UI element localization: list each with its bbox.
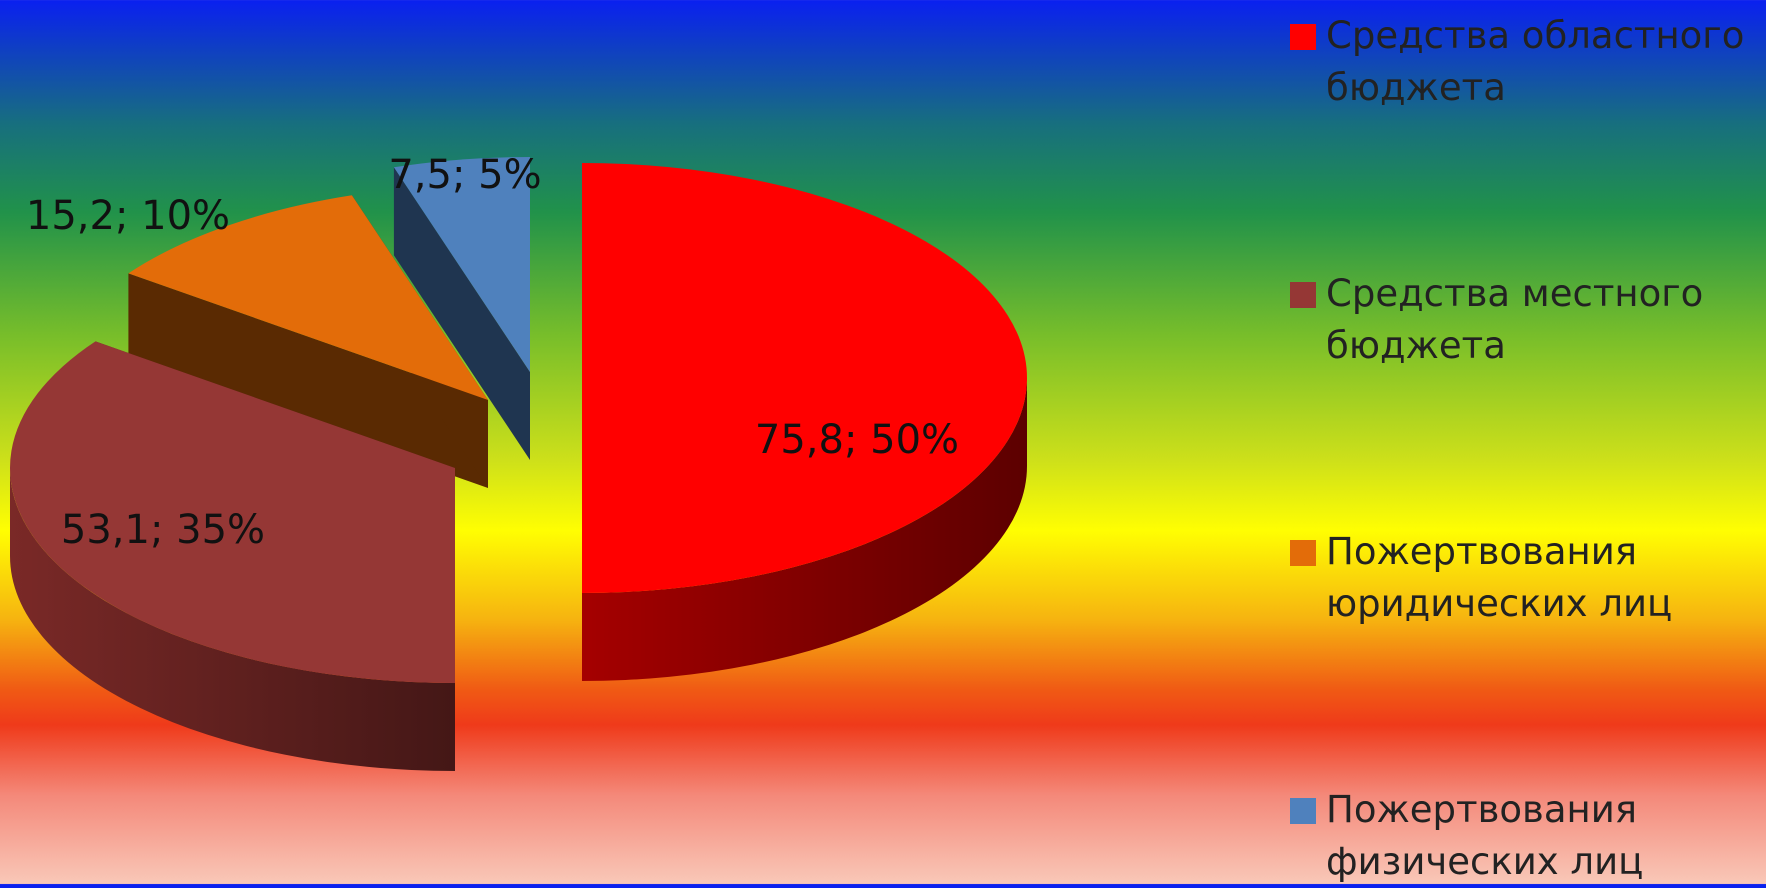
legend-label-regional-budget: Средства областного бюджета xyxy=(1326,14,1745,109)
legend-swatch-individual-donations xyxy=(1290,798,1316,824)
legend-item-local-budget: Средства местного бюджета xyxy=(1290,268,1766,372)
legend-item-legal-donations: Пожертвования юридических лиц xyxy=(1290,526,1766,630)
data-label-local-budget: 53,1; 35% xyxy=(61,507,265,553)
pie-slice-wall-legal-donations-0 xyxy=(128,273,488,488)
legend-item-regional-budget: Средства областного бюджета xyxy=(1290,10,1766,114)
data-label-legal-donations: 15,2; 10% xyxy=(26,193,230,239)
legend-swatch-local-budget xyxy=(1290,282,1316,308)
pie-slice-top-individual-donations xyxy=(393,157,530,372)
pie-slice-regional-budget xyxy=(582,163,1027,681)
legend-label-legal-donations: Пожертвования юридических лиц xyxy=(1326,530,1673,625)
legend-swatch-regional-budget xyxy=(1290,24,1316,50)
pie-slice-top-local-budget xyxy=(9,341,455,683)
pie-slice-individual-donations xyxy=(393,157,530,460)
data-label-individual-donations: 7,5; 5% xyxy=(388,152,541,198)
pie-slice-top-legal-donations xyxy=(128,195,488,400)
legend-item-individual-donations: Пожертвования физических лиц xyxy=(1290,784,1766,888)
data-label-regional-budget: 75,8; 50% xyxy=(755,417,959,463)
pie-slice-top-regional-budget xyxy=(582,163,1027,593)
pie-slice-local-budget xyxy=(9,341,455,771)
pie-slice-rim-regional-budget-0 xyxy=(582,378,1027,681)
pie-slice-rim-local-budget-0 xyxy=(10,468,455,771)
chart-legend: Средства областного бюджета Средства мес… xyxy=(1290,0,1766,884)
legend-label-local-budget: Средства местного бюджета xyxy=(1326,272,1704,367)
legend-swatch-legal-donations xyxy=(1290,540,1316,566)
pie-slice-legal-donations xyxy=(128,195,488,488)
legend-label-individual-donations: Пожертвования физических лиц xyxy=(1326,788,1644,883)
pie-slice-wall-individual-donations-0 xyxy=(393,167,530,460)
